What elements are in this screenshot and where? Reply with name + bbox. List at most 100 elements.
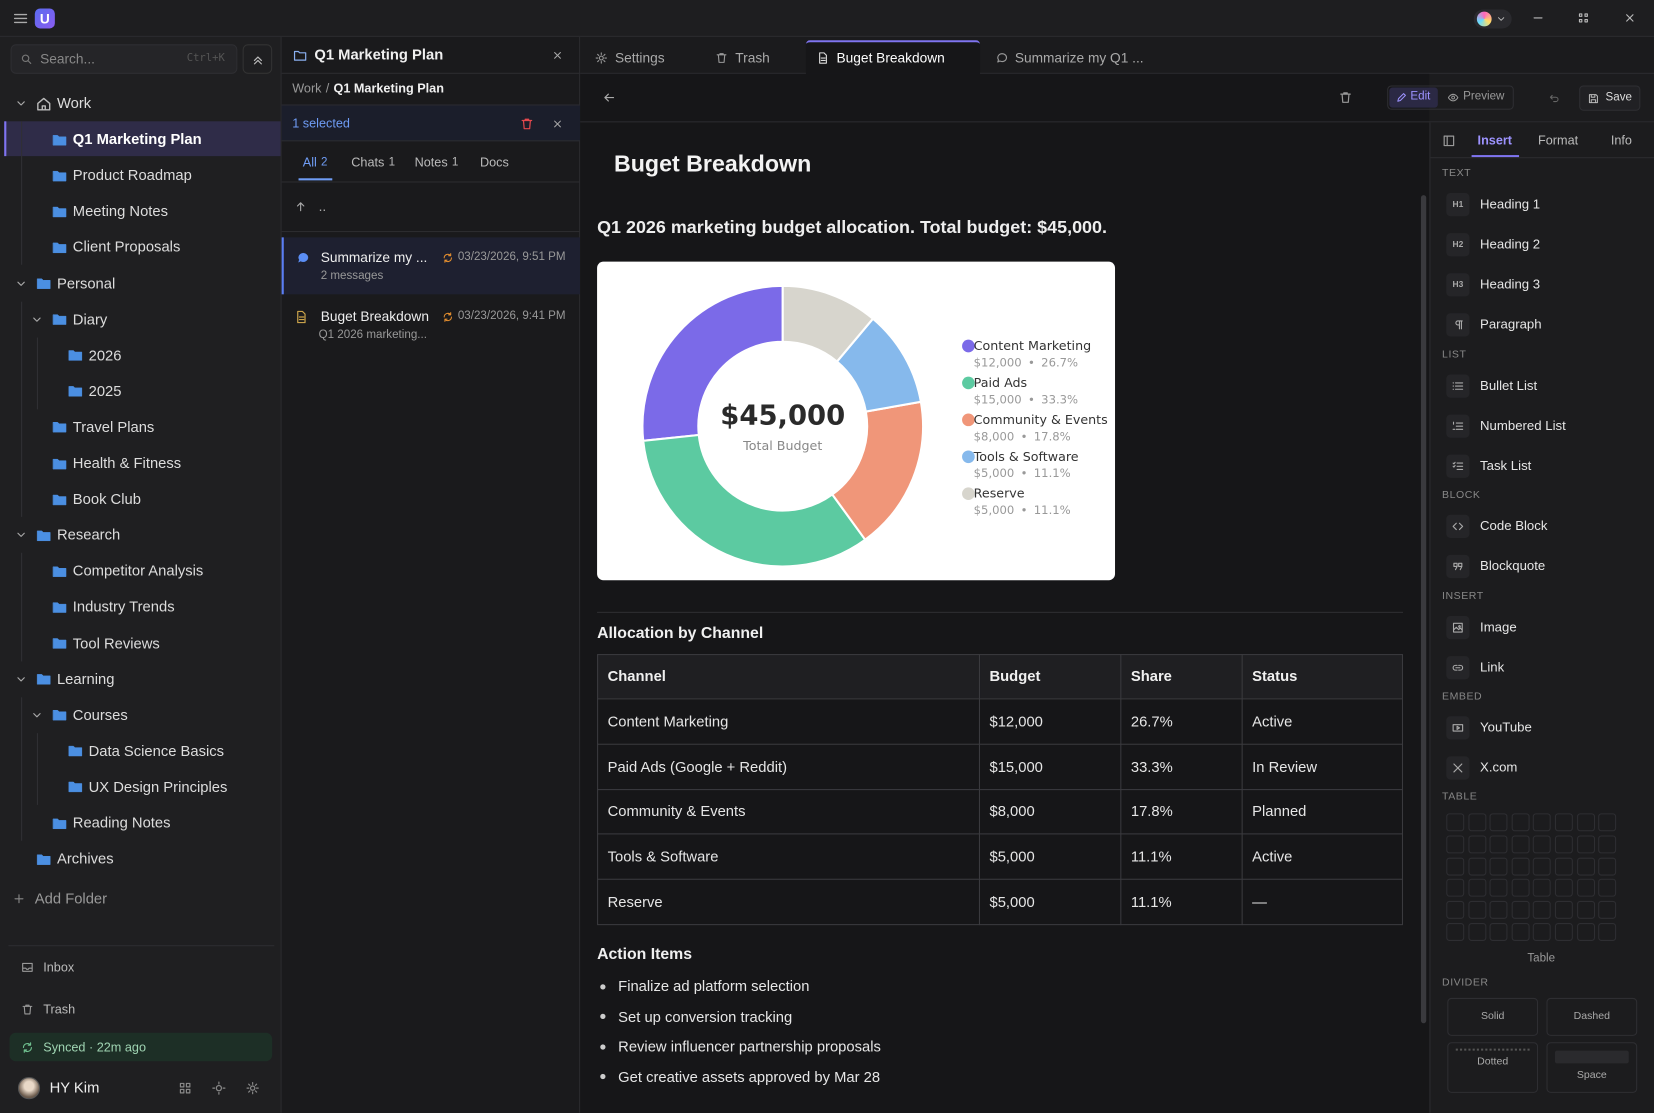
insert-item[interactable]: Bullet List xyxy=(1480,378,1537,394)
filter-tab[interactable]: Docs xyxy=(480,155,513,170)
table-size-cell[interactable] xyxy=(1511,879,1529,897)
filter-tab[interactable]: Chats1 xyxy=(351,155,395,170)
table-size-cell[interactable] xyxy=(1555,813,1573,831)
table-size-cell[interactable] xyxy=(1598,857,1616,875)
tree-item[interactable]: Competitor Analysis xyxy=(73,562,204,580)
inspector-tab[interactable]: Insert xyxy=(1478,133,1512,148)
filter-tab[interactable]: All2 xyxy=(303,155,328,170)
tree-item[interactable]: Q1 Marketing Plan xyxy=(73,130,202,148)
table-size-cell[interactable] xyxy=(1490,835,1508,853)
table-size-cell[interactable] xyxy=(1490,879,1508,897)
table-size-cell[interactable] xyxy=(1577,813,1595,831)
insert-item[interactable]: Blockquote xyxy=(1480,559,1545,575)
insert-item[interactable]: Image xyxy=(1480,619,1517,635)
tree-item[interactable]: Tool Reviews xyxy=(73,634,160,652)
tree-item[interactable]: Industry Trends xyxy=(73,598,175,616)
table-size-cell[interactable] xyxy=(1446,813,1464,831)
tab[interactable]: Summarize my Q1 ... xyxy=(1015,50,1144,66)
insert-item[interactable]: Heading 2 xyxy=(1480,237,1540,253)
item-title[interactable]: Summarize my ... xyxy=(321,249,428,265)
table-size-cell[interactable] xyxy=(1446,923,1464,941)
tree-item[interactable]: Learning xyxy=(57,670,114,688)
table-size-cell[interactable] xyxy=(1555,835,1573,853)
inbox-link[interactable]: Inbox xyxy=(43,960,74,975)
save-button[interactable]: Save xyxy=(1606,91,1632,105)
insert-item[interactable]: Paragraph xyxy=(1480,317,1542,333)
table-size-cell[interactable] xyxy=(1577,923,1595,941)
tree-item[interactable]: Research xyxy=(57,526,120,544)
table-size-cell[interactable] xyxy=(1577,835,1595,853)
table-size-cell[interactable] xyxy=(1468,923,1486,941)
table-size-cell[interactable] xyxy=(1577,857,1595,875)
table-size-cell[interactable] xyxy=(1511,923,1529,941)
table-size-cell[interactable] xyxy=(1598,879,1616,897)
table-size-cell[interactable] xyxy=(1577,901,1595,919)
insert-item[interactable]: Code Block xyxy=(1480,518,1547,534)
tree-item[interactable]: Client Proposals xyxy=(73,238,181,256)
table-size-cell[interactable] xyxy=(1555,879,1573,897)
table-size-cell[interactable] xyxy=(1468,879,1486,897)
insert-item[interactable]: YouTube xyxy=(1480,720,1532,736)
table-size-cell[interactable] xyxy=(1511,857,1529,875)
table-size-cell[interactable] xyxy=(1598,813,1616,831)
table-size-cell[interactable] xyxy=(1533,813,1551,831)
table-size-cell[interactable] xyxy=(1446,857,1464,875)
inspector-tab[interactable]: Info xyxy=(1611,133,1632,148)
table-size-cell[interactable] xyxy=(1555,857,1573,875)
table-size-cell[interactable] xyxy=(1533,857,1551,875)
tree-item[interactable]: Product Roadmap xyxy=(73,166,192,184)
table-size-cell[interactable] xyxy=(1511,901,1529,919)
tree-item[interactable]: Courses xyxy=(73,706,128,724)
tree-item[interactable]: 2026 xyxy=(89,346,122,364)
table-size-cell[interactable] xyxy=(1446,835,1464,853)
table-size-cell[interactable] xyxy=(1446,879,1464,897)
trash-link[interactable]: Trash xyxy=(43,1002,75,1017)
insert-item[interactable]: Heading 3 xyxy=(1480,277,1540,293)
table-size-cell[interactable] xyxy=(1468,813,1486,831)
tree-item[interactable]: UX Design Principles xyxy=(89,778,228,796)
tree-item[interactable]: Meeting Notes xyxy=(73,202,168,220)
add-folder[interactable]: Add Folder xyxy=(35,890,107,908)
table-size-cell[interactable] xyxy=(1533,879,1551,897)
table-size-cell[interactable] xyxy=(1468,901,1486,919)
tab[interactable]: Settings xyxy=(615,50,665,66)
item-title[interactable]: Buget Breakdown xyxy=(321,308,429,324)
table-size-cell[interactable] xyxy=(1533,835,1551,853)
insert-item[interactable]: Heading 1 xyxy=(1480,197,1540,213)
table-size-cell[interactable] xyxy=(1446,901,1464,919)
table-size-cell[interactable] xyxy=(1555,923,1573,941)
table-size-cell[interactable] xyxy=(1533,923,1551,941)
tree-item[interactable]: Archives xyxy=(57,850,114,868)
table-size-cell[interactable] xyxy=(1511,835,1529,853)
tree-item[interactable]: Reading Notes xyxy=(73,814,171,832)
table-size-cell[interactable] xyxy=(1533,901,1551,919)
tree-item[interactable]: Health & Fitness xyxy=(73,454,181,472)
table-size-cell[interactable] xyxy=(1511,813,1529,831)
table-size-cell[interactable] xyxy=(1598,835,1616,853)
parent-dir[interactable]: .. xyxy=(319,199,327,215)
tree-item[interactable]: Data Science Basics xyxy=(89,742,224,760)
table-size-cell[interactable] xyxy=(1598,901,1616,919)
table-size-cell[interactable] xyxy=(1468,835,1486,853)
filter-tab[interactable]: Notes1 xyxy=(415,155,459,170)
insert-item[interactable]: Link xyxy=(1480,659,1504,675)
table-size-cell[interactable] xyxy=(1490,923,1508,941)
inspector-tab[interactable]: Format xyxy=(1538,133,1578,148)
table-size-cell[interactable] xyxy=(1490,901,1508,919)
tab[interactable]: Buget Breakdown xyxy=(837,50,945,66)
table-size-cell[interactable] xyxy=(1490,857,1508,875)
table-size-cell[interactable] xyxy=(1598,923,1616,941)
tree-item[interactable]: Diary xyxy=(73,310,107,328)
table-size-cell[interactable] xyxy=(1468,857,1486,875)
insert-item[interactable]: X.com xyxy=(1480,760,1517,776)
tree-item[interactable]: Personal xyxy=(57,274,115,292)
preview-button[interactable]: Preview xyxy=(1463,90,1504,104)
table-size-cell[interactable] xyxy=(1555,901,1573,919)
insert-item[interactable]: Task List xyxy=(1480,458,1531,474)
table-size-cell[interactable] xyxy=(1490,813,1508,831)
tab[interactable]: Trash xyxy=(735,50,770,66)
tree-item[interactable]: Work xyxy=(57,95,91,113)
edit-button[interactable]: Edit xyxy=(1410,90,1430,104)
tree-item[interactable]: Travel Plans xyxy=(73,418,155,436)
tree-item[interactable]: 2025 xyxy=(89,382,122,400)
